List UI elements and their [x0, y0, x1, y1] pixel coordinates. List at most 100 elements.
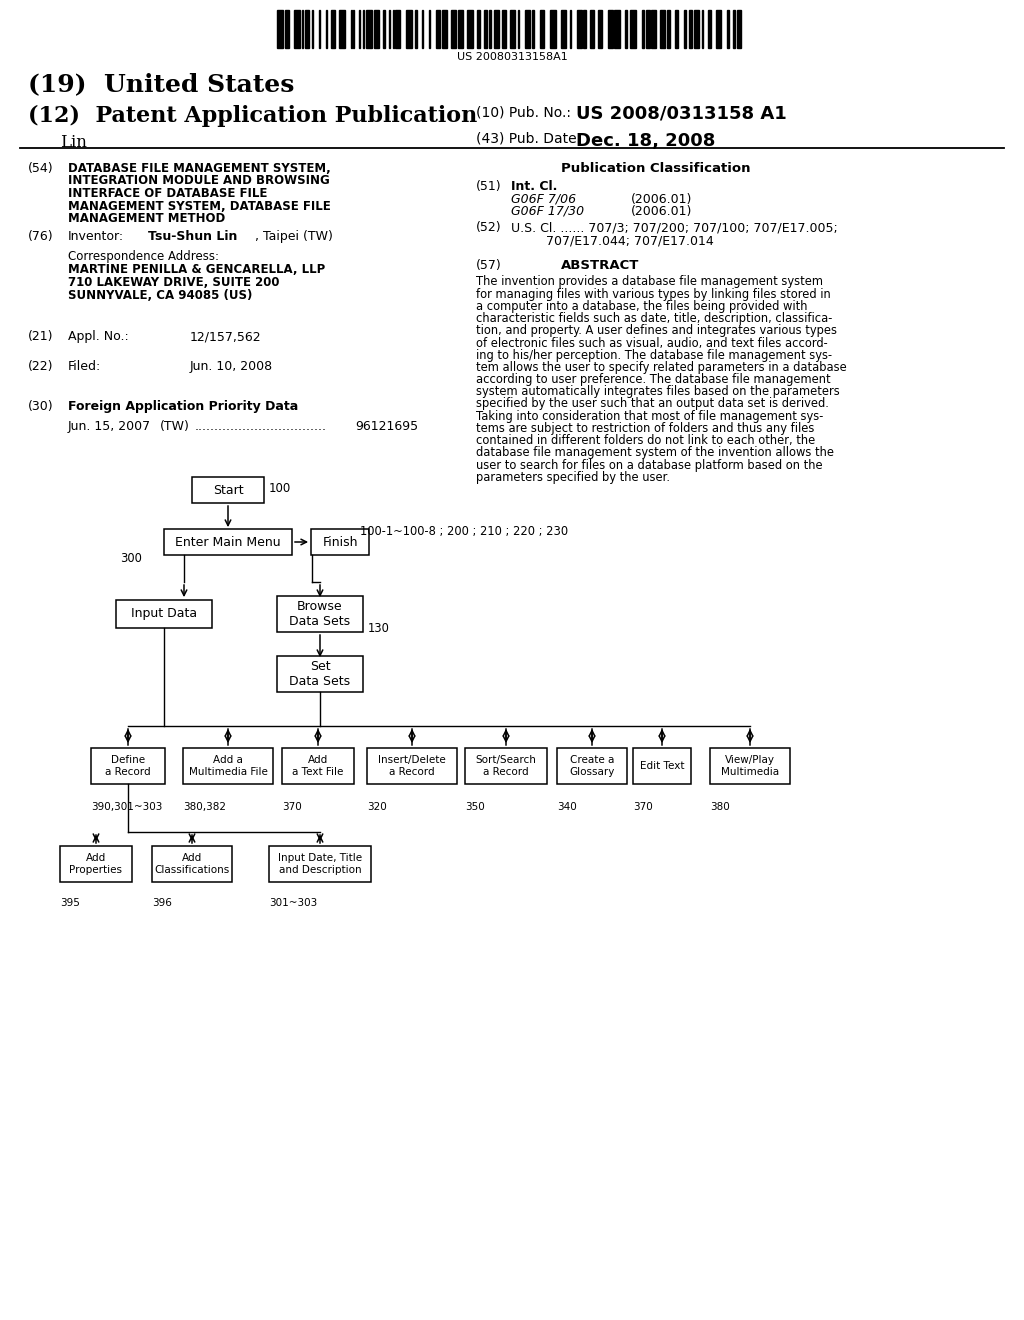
Bar — [429, 11, 430, 48]
Text: Publication Classification: Publication Classification — [561, 162, 751, 176]
Text: system automatically integrates files based on the parameters: system automatically integrates files ba… — [476, 385, 840, 399]
Text: Filed:: Filed: — [68, 360, 101, 374]
Bar — [650, 11, 656, 48]
Text: 301~303: 301~303 — [269, 898, 317, 908]
Bar — [510, 11, 515, 48]
Bar — [525, 11, 529, 48]
Text: MANAGEMENT SYSTEM, DATABASE FILE: MANAGEMENT SYSTEM, DATABASE FILE — [68, 199, 331, 213]
Text: Lin: Lin — [60, 135, 87, 150]
Bar — [375, 11, 379, 48]
Text: parameters specified by the user.: parameters specified by the user. — [476, 471, 670, 483]
Text: 350: 350 — [465, 803, 484, 812]
Text: specified by the user such that an output data set is derived.: specified by the user such that an outpu… — [476, 397, 828, 411]
Bar — [503, 11, 506, 48]
Bar — [364, 11, 365, 48]
Bar — [442, 11, 446, 48]
Text: tion, and property. A user defines and integrates various types: tion, and property. A user defines and i… — [476, 325, 837, 338]
Text: (76): (76) — [28, 230, 53, 243]
Bar — [452, 11, 456, 48]
Text: 710 LAKEWAY DRIVE, SUITE 200: 710 LAKEWAY DRIVE, SUITE 200 — [68, 276, 280, 289]
Text: (54): (54) — [28, 162, 53, 176]
Bar — [311, 529, 369, 554]
Bar — [282, 748, 354, 784]
Bar — [633, 748, 691, 784]
Text: U.S. Cl. ...... 707/3; 707/200; 707/100; 707/E17.005;: U.S. Cl. ...... 707/3; 707/200; 707/100;… — [511, 222, 838, 235]
Bar — [701, 11, 702, 48]
Text: 300: 300 — [120, 552, 142, 565]
Bar — [684, 11, 686, 48]
Text: Appl. No.:: Appl. No.: — [68, 330, 129, 343]
Text: SUNNYVALE, CA 94085 (US): SUNNYVALE, CA 94085 (US) — [68, 289, 252, 302]
Text: Add
Classifications: Add Classifications — [155, 853, 229, 875]
Bar — [495, 11, 499, 48]
Text: 395: 395 — [60, 898, 80, 908]
Text: Enter Main Menu: Enter Main Menu — [175, 536, 281, 549]
Bar — [435, 11, 440, 48]
Bar — [488, 11, 492, 48]
Bar — [312, 11, 313, 48]
Bar — [710, 748, 790, 784]
Text: tems are subject to restriction of folders and thus any files: tems are subject to restriction of folde… — [476, 422, 814, 434]
Bar — [350, 11, 352, 48]
Bar — [183, 748, 273, 784]
Text: Tsu-Shun Lin: Tsu-Shun Lin — [148, 230, 238, 243]
Bar — [422, 11, 423, 48]
Text: Browse
Data Sets: Browse Data Sets — [290, 601, 350, 628]
Text: 100: 100 — [269, 482, 291, 495]
Bar — [727, 11, 729, 48]
Text: MARTINE PENILLA & GENCARELLA, LLP: MARTINE PENILLA & GENCARELLA, LLP — [68, 263, 326, 276]
Text: Finish: Finish — [323, 536, 357, 549]
Text: G06F 17/30: G06F 17/30 — [511, 205, 584, 218]
Bar — [737, 11, 741, 48]
Bar — [269, 846, 371, 882]
Text: G06F 7/06: G06F 7/06 — [511, 193, 577, 206]
Text: (2006.01): (2006.01) — [631, 193, 692, 206]
Bar — [339, 11, 345, 48]
Text: (30): (30) — [28, 400, 53, 413]
Text: Add
a Text File: Add a Text File — [292, 755, 344, 776]
Text: user to search for files on a database platform based on the: user to search for files on a database p… — [476, 458, 822, 471]
Bar — [458, 11, 463, 48]
Bar — [415, 11, 418, 48]
Text: according to user preference. The database file management: according to user preference. The databa… — [476, 374, 830, 385]
Text: Dec. 18, 2008: Dec. 18, 2008 — [575, 132, 716, 150]
Text: .................................: ................................. — [195, 420, 327, 433]
Bar — [694, 11, 699, 48]
Text: for managing files with various types by linking files stored in: for managing files with various types by… — [476, 288, 830, 301]
Bar — [278, 11, 283, 48]
Text: ing to his/her perception. The database file management sys-: ing to his/her perception. The database … — [476, 348, 833, 362]
Text: (2006.01): (2006.01) — [631, 205, 692, 218]
Bar — [193, 477, 264, 503]
Bar — [91, 748, 165, 784]
Bar — [689, 11, 691, 48]
Text: The invention provides a database file management system: The invention provides a database file m… — [476, 276, 823, 289]
Bar — [614, 11, 621, 48]
Text: Inventor:: Inventor: — [68, 230, 124, 243]
Bar — [465, 748, 547, 784]
Text: Input Date, Title
and Description: Input Date, Title and Description — [278, 853, 362, 875]
Text: Add
Properties: Add Properties — [70, 853, 123, 875]
Bar — [550, 11, 556, 48]
Bar — [484, 11, 486, 48]
Bar — [717, 11, 721, 48]
Text: 370: 370 — [633, 803, 652, 812]
Text: 96121695: 96121695 — [355, 420, 418, 433]
Bar — [607, 11, 613, 48]
Bar — [285, 11, 290, 48]
Bar — [642, 11, 644, 48]
Text: (21): (21) — [28, 330, 53, 343]
Bar — [367, 11, 372, 48]
Bar — [583, 11, 586, 48]
Bar — [358, 11, 359, 48]
Text: Taking into consideration that most of file management sys-: Taking into consideration that most of f… — [476, 409, 823, 422]
Bar — [392, 11, 393, 48]
Text: (12)  Patent Application Publication: (12) Patent Application Publication — [28, 106, 477, 127]
Text: Start: Start — [213, 483, 244, 496]
Text: 380: 380 — [710, 803, 730, 812]
Bar — [531, 11, 535, 48]
Bar — [709, 11, 711, 48]
Bar — [598, 11, 602, 48]
Text: INTERFACE OF DATABASE FILE: INTERFACE OF DATABASE FILE — [68, 187, 267, 201]
Text: contained in different folders do not link to each other, the: contained in different folders do not li… — [476, 434, 815, 447]
Bar — [561, 11, 566, 48]
